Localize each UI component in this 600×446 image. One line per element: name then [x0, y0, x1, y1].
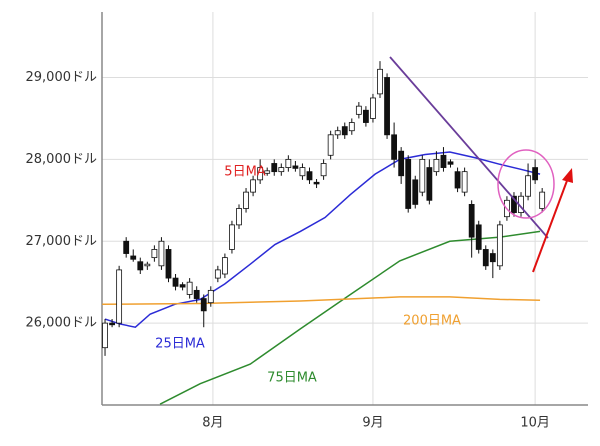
x-tick-label: 8月	[202, 416, 223, 431]
candle-body	[109, 322, 115, 326]
candle-body	[257, 167, 264, 181]
candle-body	[363, 109, 369, 123]
candle-body	[130, 255, 137, 260]
moving-average-line	[104, 151, 541, 329]
arrow-head	[562, 168, 573, 183]
y-tick-label: 28,000ドル	[26, 152, 98, 167]
candle-body	[250, 179, 256, 193]
candle-body	[292, 165, 299, 169]
series-label: 200日MA	[403, 314, 461, 329]
moving-average-line	[159, 230, 541, 405]
candle-body	[384, 77, 390, 136]
candle-body	[193, 289, 200, 299]
series-label: 25日MA	[155, 337, 205, 352]
candle-body	[398, 150, 405, 177]
candle-body	[179, 284, 186, 288]
candle-body	[525, 175, 531, 197]
candle-body	[264, 170, 271, 174]
candle-body	[489, 253, 496, 263]
y-tick-label: 27,000ドル	[26, 234, 98, 249]
candle-body	[214, 269, 221, 279]
candle-body	[144, 263, 151, 267]
candle-body	[412, 179, 419, 205]
candle-body	[419, 158, 426, 193]
candle-body	[327, 134, 334, 156]
candle-body	[299, 167, 306, 177]
y-tick-label: 29,000ドル	[26, 70, 98, 85]
candle-body	[306, 171, 313, 181]
candle-body	[447, 161, 454, 165]
candle-body	[116, 269, 123, 324]
candle-body	[454, 171, 461, 189]
series-label: 75日MA	[267, 371, 317, 386]
candle-body	[313, 181, 320, 185]
candle-body	[475, 224, 482, 250]
candle-body	[200, 298, 207, 312]
x-tick-label: 10月	[520, 416, 550, 431]
arrow-shaft	[532, 177, 569, 273]
candle-body	[278, 167, 285, 173]
moving-average-line	[102, 296, 541, 306]
candle-body	[426, 167, 433, 201]
candle-body	[102, 322, 108, 349]
candle-body	[391, 134, 398, 160]
candle-body	[405, 158, 412, 209]
candle-body	[355, 105, 362, 115]
candle-body	[172, 277, 179, 287]
candle-body	[158, 240, 165, 267]
candle-body	[243, 191, 249, 209]
candle-body	[123, 240, 130, 254]
candle-body	[341, 126, 348, 136]
candle-body	[165, 249, 172, 279]
candle-body	[137, 261, 144, 271]
candle-body	[532, 167, 539, 181]
candle-body	[461, 171, 468, 193]
candle-body	[440, 154, 447, 168]
candle-body	[348, 122, 355, 132]
candle-body	[468, 204, 475, 238]
candle-body	[377, 68, 383, 95]
candle-body	[207, 289, 214, 304]
candle-body	[271, 163, 278, 173]
candle-body	[539, 191, 546, 209]
candle-body	[511, 195, 517, 213]
candle-body	[285, 158, 292, 168]
decorations	[389, 56, 573, 273]
candle-body	[370, 97, 376, 119]
candle-body	[236, 208, 242, 226]
candle-body	[334, 130, 341, 136]
candle-body	[320, 163, 327, 177]
x-tick-label: 9月	[362, 416, 383, 431]
candle-body	[482, 249, 489, 267]
candle-body	[229, 224, 235, 250]
candle-body	[221, 257, 228, 275]
trend-line	[389, 56, 549, 239]
candle-body	[186, 281, 193, 295]
candle-body	[151, 249, 158, 259]
highlight-ellipse	[497, 149, 555, 219]
candle-body	[496, 224, 503, 267]
y-tick-label: 26,000ドル	[26, 316, 98, 331]
candle-body	[433, 158, 440, 173]
annotation: 5日MA	[224, 165, 265, 180]
